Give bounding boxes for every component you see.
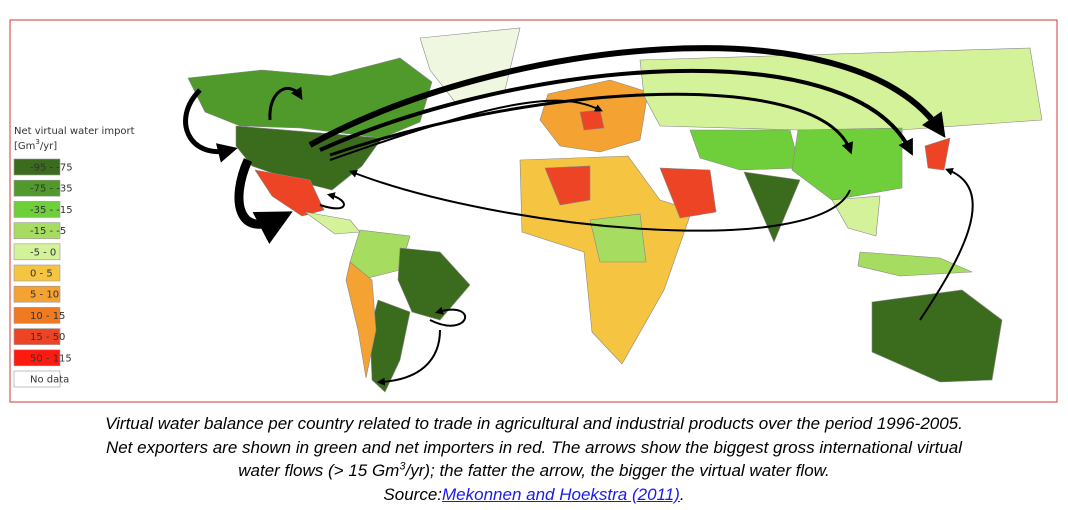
caption: Virtual water balance per country relate… [0,412,1068,506]
north-africa [544,165,591,206]
india [743,171,801,243]
flow-arrow [429,306,467,327]
legend-label: -15 - -5 [30,226,66,237]
flow-arrow [319,192,345,210]
source-suffix: . [679,484,685,504]
caption-sup: 3 [399,460,406,473]
legend-unit-part: /yr] [40,141,57,152]
flow-arrow [329,99,603,161]
flow-arrows [183,45,974,386]
legend-label: -75 - -35 [30,184,73,195]
legend-swatch [13,264,61,282]
flow-arrow [183,88,238,163]
legend-swatch [13,328,61,345]
legend-label: -35 - -15 [30,205,73,216]
legend-label: 5 - 10 [30,290,59,301]
caption-line: water flows (> 15 Gm3/yr); the fatter th… [0,459,1068,483]
caption-line: Net exporters are shown in green and net… [105,437,963,457]
legend-swatch [13,243,61,261]
source-prefix: Source: [383,484,443,504]
flow-arrow [919,167,974,321]
legend-unit: [Gm3/yr] [14,138,57,152]
legend-label: -5 - 0 [30,247,56,258]
legend-swatch [13,285,61,303]
countries [187,27,1043,393]
legend-swatch [13,349,61,367]
legend-unit-part: [Gm [14,141,35,152]
legend-label: 0 - 5 [30,269,53,280]
indonesia [857,251,973,277]
brazil [397,247,471,321]
caption-text: /yr); the fatter the arrow, the bigger t… [405,461,830,480]
china [791,127,903,201]
source-link[interactable]: Mekonnen and Hoekstra (2011) [442,484,680,504]
russia [639,47,1043,131]
pacific-south-america [345,261,377,379]
north-south-america [349,229,411,279]
flow-arrow [376,329,441,386]
flow-arrow [234,158,293,244]
caption-text: water flows (> 15 Gm [238,461,400,480]
legend-label: 10 - 15 [30,311,65,322]
legend-title: Net virtual water import [14,126,135,137]
legend-label: -95 - -75 [30,163,73,174]
mexico [254,169,325,217]
legend-label: 15 - 50 [30,332,65,343]
southeast-asia [831,195,881,237]
caption-line: Virtual water balance per country relate… [105,414,963,433]
map: Net virtual water import [Gm3/yr] -95 - … [9,19,1058,403]
middle-east [659,167,717,219]
caption-line: Source:Mekonnen and Hoekstra (2011). [0,483,1068,507]
legend-swatch [13,307,61,324]
legend-unit-sup: 3 [35,138,39,146]
legend-swatch [13,370,61,388]
legend-label: No data [30,375,69,386]
flow-arrow [349,170,851,232]
legend-swatch [13,179,61,197]
australia [871,289,1003,383]
central-europe [579,109,605,131]
flow-arrow [319,68,913,156]
flow-arrow [308,45,946,148]
central-asia [689,129,801,171]
legend-swatch [13,158,61,176]
central-africa [589,213,647,263]
flow-arrow [268,86,303,121]
legend: Net virtual water import [Gm3/yr] -95 - … [13,126,135,388]
legend-swatch [13,201,61,218]
legend-swatch [13,222,61,239]
japan [924,137,951,171]
legend-label: 50 - 115 [30,353,72,364]
